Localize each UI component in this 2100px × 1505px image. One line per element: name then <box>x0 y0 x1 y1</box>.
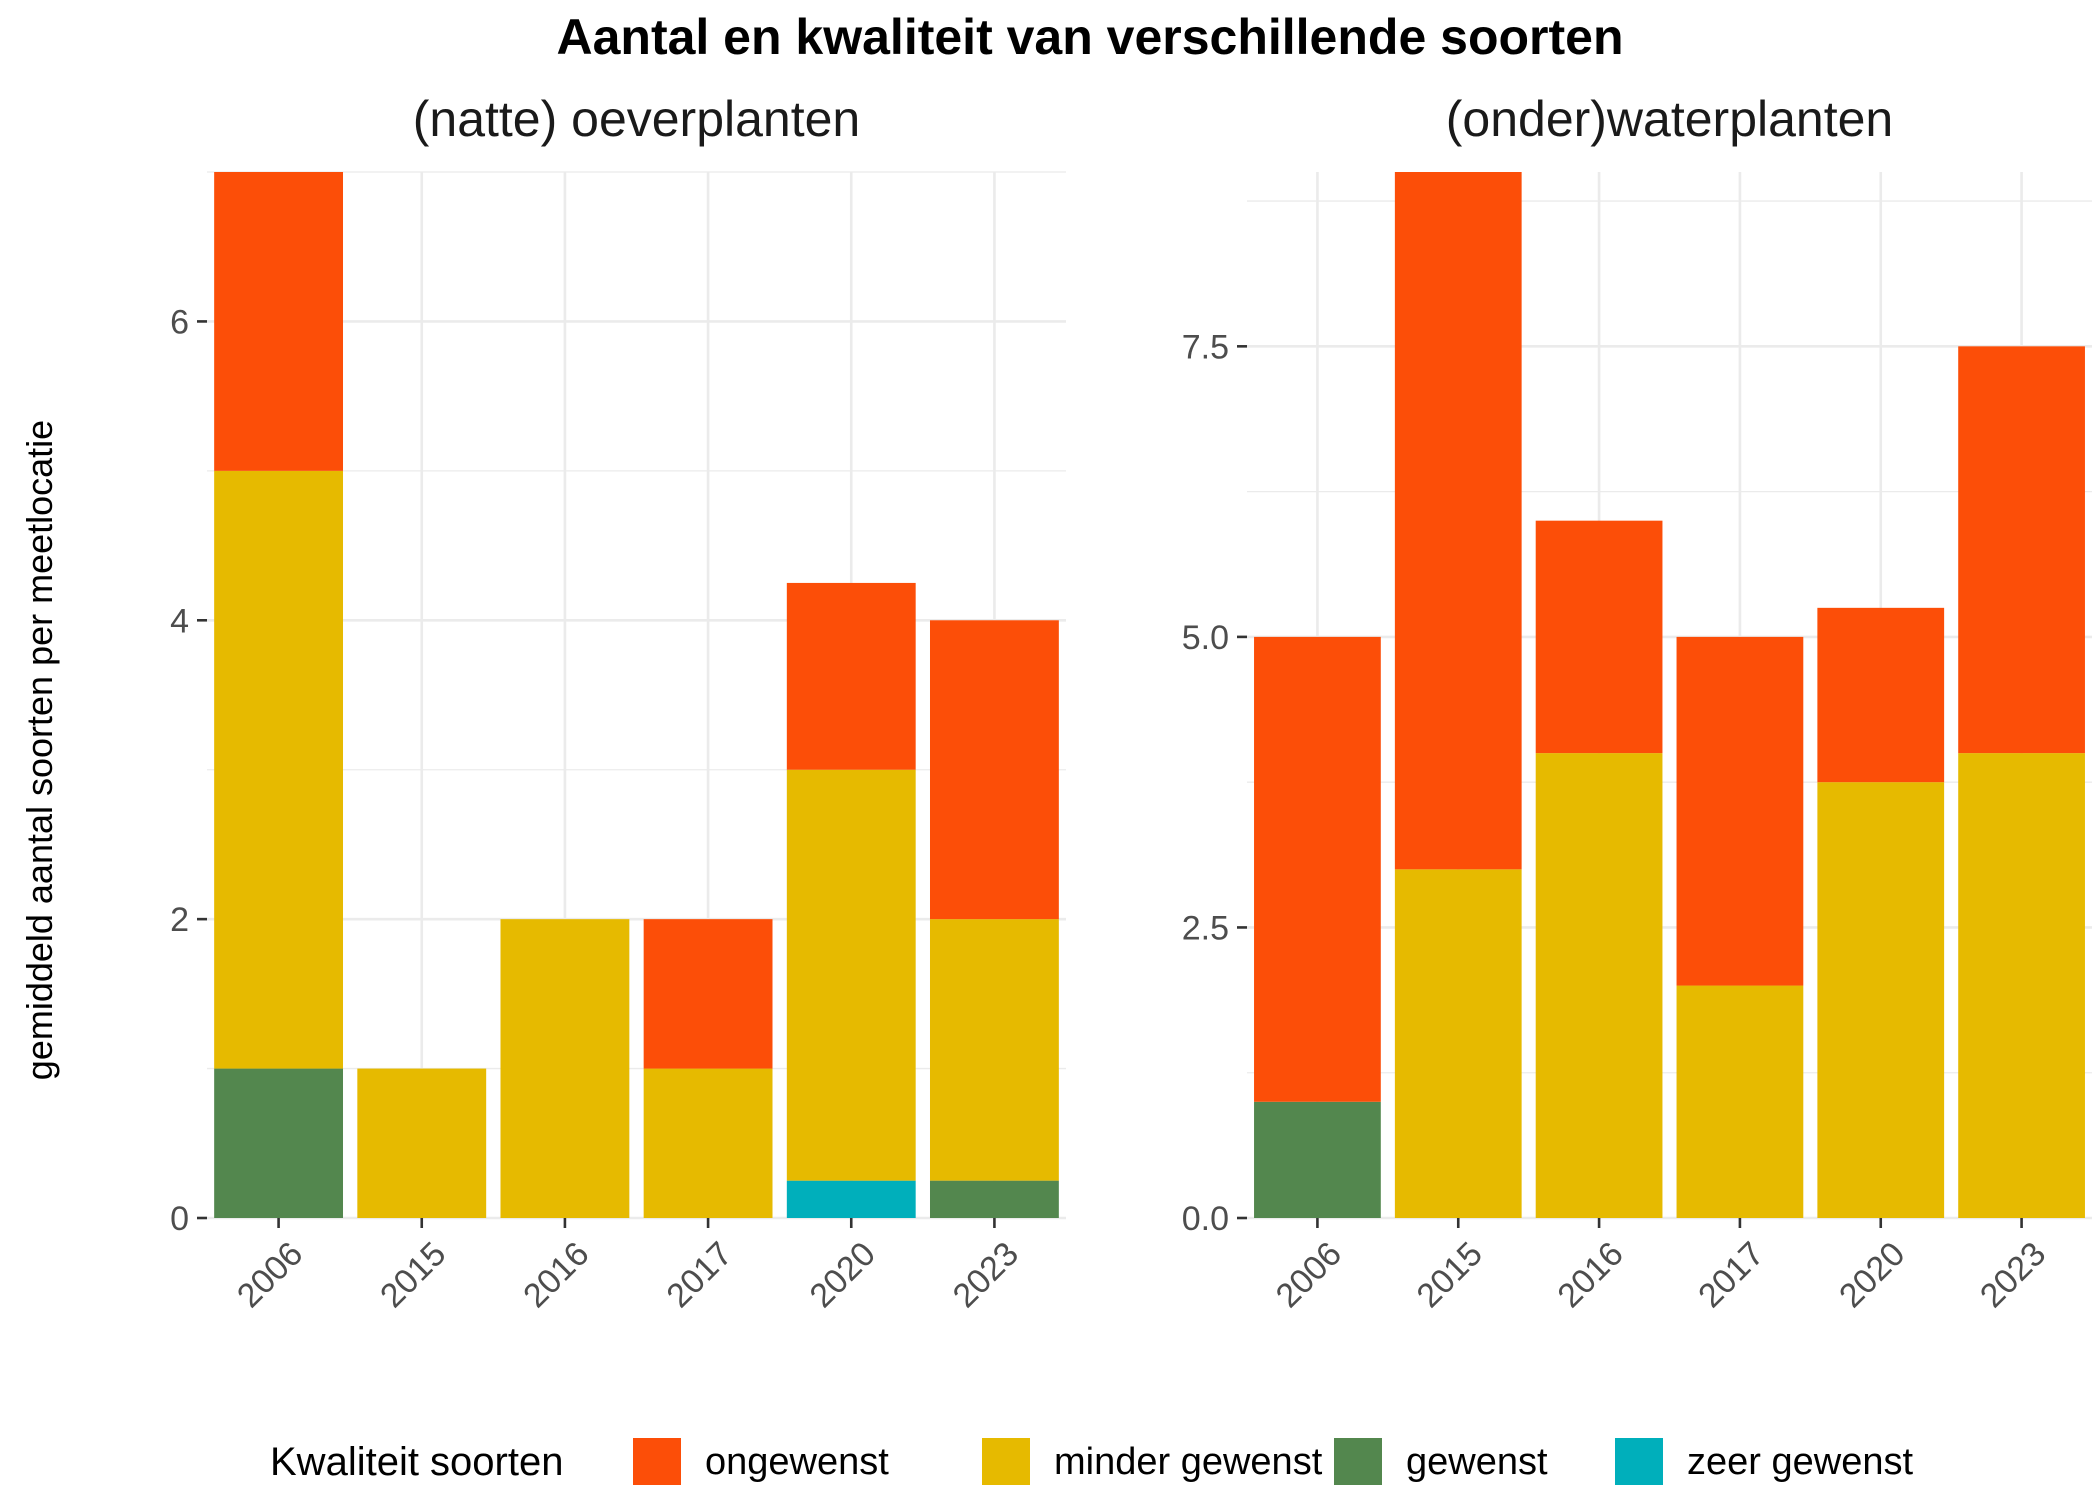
x-tick-label-2017: 2017 <box>1691 1235 1771 1315</box>
bar-2015-minder-gewenst <box>1394 869 1522 1218</box>
bar-2015-ongewenst <box>1394 172 1522 870</box>
legend-title: Kwaliteit soorten <box>270 1440 563 1484</box>
x-tick-label-2006: 2006 <box>230 1235 310 1315</box>
bar-2006-ongewenst <box>1254 636 1381 1102</box>
bar-2017-ongewenst <box>1676 636 1804 986</box>
panel-oeverplanten: 0 2 4 6 2006 2015 2016 2017 2020 2023 (natte) oeve… <box>170 91 1066 1315</box>
bar-2023-gewenst <box>929 1180 1059 1218</box>
y-tick-label: 7.5 <box>1182 328 1229 366</box>
y-tick-label: 0.0 <box>1182 1200 1229 1238</box>
y-tick-label: 4 <box>170 602 189 640</box>
x-tick-label-2017: 2017 <box>659 1235 739 1315</box>
bar-2023-ongewenst <box>929 620 1059 920</box>
bar-2017-minder-gewenst <box>643 1068 773 1218</box>
bar-2023-minder-gewenst <box>929 919 1059 1181</box>
panel-waterplanten: 0.0 2.5 5.0 7.5 2006 2015 2016 2017 2020 2023 (ond… <box>1182 91 2092 1315</box>
legend-label-ongewenst: ongewenst <box>705 1441 889 1483</box>
y-tick-label: 6 <box>170 303 189 341</box>
x-tick-label-2023: 2023 <box>946 1235 1026 1315</box>
x-tick-label-2023: 2023 <box>1973 1235 2053 1315</box>
panel-title: (natte) oeverplanten <box>413 91 861 147</box>
legend-label-gewenst: gewenst <box>1406 1441 1548 1483</box>
chart-title: Aantal en kwaliteit van verschillende so… <box>556 9 1623 65</box>
legend-key-ongewenst <box>633 1438 681 1485</box>
x-tick-label-2015: 2015 <box>1410 1235 1490 1315</box>
bar-2020-minder-gewenst <box>786 769 916 1181</box>
bar-2016-ongewenst <box>1535 520 1663 754</box>
legend-key-zeer-gewenst <box>1615 1438 1663 1485</box>
y-tick-label: 2 <box>170 901 189 939</box>
bar-2006-gewenst <box>1254 1101 1381 1218</box>
legend: Kwaliteit soorten ongewenst minder gewenst… <box>270 1438 1913 1485</box>
x-tick-label-2006: 2006 <box>1269 1235 1349 1315</box>
bar-2016-minder-gewenst <box>1535 753 1663 1218</box>
y-tick-label: 0 <box>170 1200 189 1238</box>
x-tick-label-2020: 2020 <box>803 1235 883 1315</box>
legend-label-zeer-gewenst: zeer gewenst <box>1687 1441 1913 1483</box>
legend-key-minder-gewenst <box>982 1438 1030 1485</box>
x-tick-label-2015: 2015 <box>373 1235 453 1315</box>
y-tick-label: 2.5 <box>1182 909 1229 947</box>
bar-2016-minder-gewenst <box>500 919 630 1218</box>
bar-2015-minder-gewenst <box>357 1068 487 1218</box>
panel-title: (onder)waterplanten <box>1446 91 1894 147</box>
bar-2023-ongewenst <box>1958 346 2085 754</box>
bar-2017-ongewenst <box>643 919 773 1069</box>
x-tick-label-2016: 2016 <box>516 1235 596 1315</box>
bar-2020-ongewenst <box>786 582 916 770</box>
x-tick-label-2020: 2020 <box>1832 1235 1912 1315</box>
legend-label-minder-gewenst: minder gewenst <box>1054 1441 1323 1483</box>
x-tick-label-2016: 2016 <box>1550 1235 1630 1315</box>
bar-2006-minder-gewenst <box>214 470 344 1069</box>
legend-key-gewenst <box>1334 1438 1382 1485</box>
y-tick-label: 5.0 <box>1182 619 1229 657</box>
bar-2006-gewenst <box>214 1068 344 1218</box>
bar-2006-ongewenst <box>214 172 344 471</box>
bar-2020-ongewenst <box>1817 607 1945 783</box>
bar-2023-minder-gewenst <box>1958 753 2085 1218</box>
bar-2017-minder-gewenst <box>1676 985 1804 1218</box>
bar-2020-zeer-gewenst <box>786 1180 916 1218</box>
bar-2020-minder-gewenst <box>1817 782 1945 1218</box>
y-axis-title: gemiddeld aantal soorten per meetlocatie <box>19 420 60 1080</box>
